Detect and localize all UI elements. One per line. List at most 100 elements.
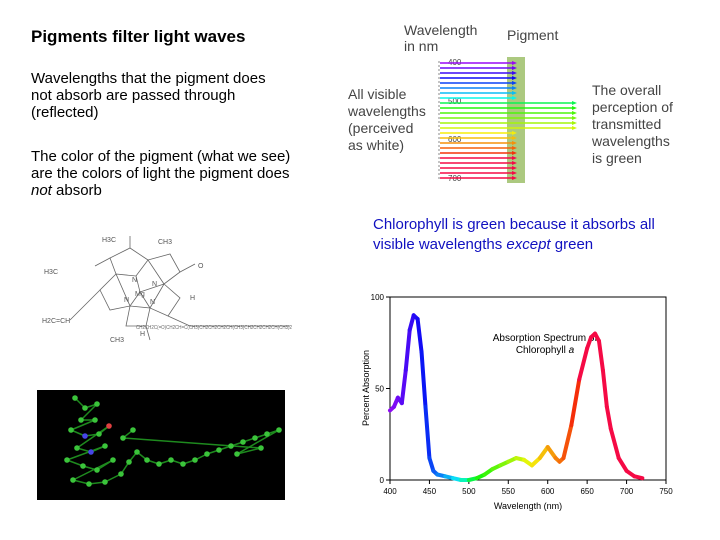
molecule-atom: [126, 459, 132, 465]
spectrum-segment: [577, 346, 590, 382]
spectrum-segment: [561, 423, 574, 461]
structure-h1: H: [190, 295, 195, 302]
pigment-paragraph: Wavelengths that the pigment does not ab…: [31, 70, 266, 121]
molecule-atom: [156, 461, 162, 467]
slide-title: Pigments filter light waves: [31, 27, 246, 46]
molecule-atom: [96, 431, 102, 437]
chart-x-ticks: 400 450 500 550 600 650 700 750: [383, 480, 673, 496]
molecule-atom: [264, 431, 270, 437]
molecule-atom: [102, 479, 108, 485]
molecule-atom: [252, 435, 258, 441]
wavelength-arrowhead: [512, 166, 517, 170]
molecule-atom: [168, 457, 174, 463]
right-label-line: transmitted: [592, 116, 661, 132]
wavelength-arrowhead: [572, 101, 577, 105]
right-label-line: is green: [592, 150, 642, 166]
structure-vinyl: H2C=CH: [42, 318, 70, 325]
wavelength-arrowhead: [512, 86, 517, 90]
molecule-atom: [94, 467, 100, 473]
molecule-bond: [236, 447, 262, 455]
caption-end: green: [550, 236, 594, 253]
right-label-line: The overall: [592, 82, 661, 98]
spectrum-segment: [415, 316, 424, 354]
wavelength-arrowhead: [512, 176, 517, 180]
wavelength-arrowhead: [512, 161, 517, 165]
y-tick-label: 0: [380, 476, 385, 485]
molecule-atom: [144, 457, 150, 463]
wavelength-arrowhead: [512, 141, 517, 145]
molecule-atom: [276, 427, 282, 433]
wavelength-arrowhead: [512, 66, 517, 70]
spectrum-segment: [537, 445, 550, 461]
x-tick-label: 600: [541, 487, 555, 496]
x-tick-label: 500: [462, 487, 476, 496]
diagram-pigment-header: Pigment: [507, 27, 558, 43]
caption-start: Chlorophyll is green because it absorbs …: [373, 216, 655, 253]
molecule-atom: [78, 417, 84, 423]
color-paragraph-end: absorb: [51, 182, 102, 199]
diagram-tick-500: 500: [448, 97, 462, 106]
pigment-band: [507, 57, 525, 183]
molecule-bond: [122, 437, 262, 449]
structure-phytol-chain: CH2CH2C(=O)CH2CH=C(CH3)CH2CH2CH2CH(CH3)C…: [136, 325, 292, 331]
wavelength-arrowhead: [512, 136, 517, 140]
diagram-right-label: The overall perception of transmitted wa…: [591, 82, 673, 166]
molecule-atom: [70, 477, 76, 483]
wavelength-arrowhead: [512, 131, 517, 135]
molecule-bond: [72, 459, 114, 481]
structure-h2: H: [140, 331, 145, 338]
absorption-spectrum-chart: Absorption Spectrum of Chlorophyll a Wav…: [361, 293, 673, 511]
molecule-atom: [94, 401, 100, 407]
molecule-atom: [92, 417, 98, 423]
chart-title-italic: a: [569, 345, 575, 356]
molecule-atom: [102, 443, 108, 449]
spectrum-segment: [419, 349, 428, 409]
wavelength-arrowhead: [512, 146, 517, 150]
molecule-atom: [204, 451, 210, 457]
molecule-bond: [104, 473, 122, 483]
x-tick-label: 550: [502, 487, 516, 496]
spectrum-segment: [604, 404, 613, 431]
wavelength-arrowhead: [512, 171, 517, 175]
diagram-tick-600: 600: [448, 135, 462, 144]
molecule-atom: [216, 447, 222, 453]
chart-title-line2: Chlorophyll a: [516, 345, 575, 356]
molecule-atom: [82, 405, 88, 411]
y-tick-label: 100: [371, 293, 385, 302]
molecule-atom: [88, 449, 94, 455]
structure-n3: N: [150, 299, 155, 306]
wavelength-arrowhead: [572, 111, 577, 115]
left-label-line: wavelengths: [347, 103, 426, 119]
spectrum-segment: [399, 368, 408, 406]
x-tick-label: 700: [620, 487, 634, 496]
spectrum-segment: [616, 456, 629, 473]
light-filter-diagram: Wavelength in nm Pigment All visible wav…: [347, 22, 673, 183]
molecule-atom: [228, 443, 234, 449]
color-paragraph: The color of the pigment (what we see) a…: [31, 148, 306, 199]
x-tick-label: 450: [423, 487, 437, 496]
diagram-wavelength-header: Wavelength: [404, 22, 477, 38]
wavelength-arrowhead: [572, 106, 577, 110]
structure-h3c-left: H3C: [44, 269, 58, 276]
molecule-atom: [192, 457, 198, 463]
spectrum-segment: [423, 404, 432, 461]
molecule-atom: [110, 457, 116, 463]
wavelength-arrowhead: [512, 71, 517, 75]
spectrum-segment: [407, 313, 416, 332]
structure-ch3-bottom: CH3: [110, 337, 124, 344]
left-label-line: (perceived: [348, 120, 413, 136]
wavelength-arrowhead: [572, 126, 577, 130]
structure-mg: Mg: [135, 291, 145, 298]
molecule-atom: [180, 461, 186, 467]
molecule-atom: [118, 471, 124, 477]
molecule-atom: [120, 435, 126, 441]
wavelength-arrowhead: [512, 151, 517, 155]
spectrum-segment: [545, 445, 558, 461]
molecule-atom: [240, 439, 246, 445]
spectrum-segment: [608, 426, 621, 461]
chart-frame: [389, 296, 667, 481]
wavelength-arrowhead: [512, 91, 517, 95]
right-label-line: perception of: [592, 99, 673, 115]
molecule-bond: [76, 425, 110, 449]
chart-ylabel: Percent Absorption: [361, 350, 371, 426]
